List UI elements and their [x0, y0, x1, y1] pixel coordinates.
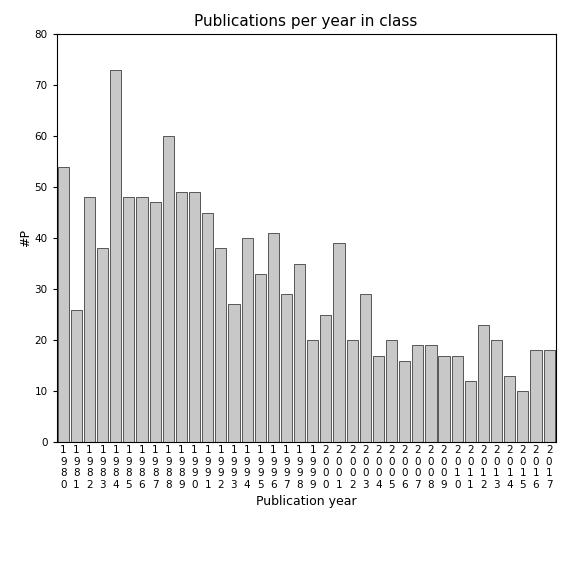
Bar [359, 294, 371, 442]
Bar [150, 202, 161, 442]
Bar [294, 264, 305, 442]
Bar [399, 361, 411, 442]
Bar [215, 248, 226, 442]
Title: Publications per year in class: Publications per year in class [194, 14, 418, 29]
Bar [478, 325, 489, 442]
Bar [137, 197, 147, 442]
Bar [124, 197, 134, 442]
Bar [268, 233, 279, 442]
Bar [425, 345, 437, 442]
Bar [517, 391, 528, 442]
Bar [84, 197, 95, 442]
Bar [281, 294, 292, 442]
X-axis label: Publication year: Publication year [256, 496, 357, 509]
Bar [504, 376, 515, 442]
Bar [320, 315, 332, 442]
Bar [242, 238, 253, 442]
Bar [97, 248, 108, 442]
Bar [110, 70, 121, 442]
Bar [229, 304, 239, 442]
Bar [58, 167, 69, 442]
Bar [71, 310, 82, 442]
Bar [333, 243, 345, 442]
Bar [438, 356, 450, 442]
Bar [491, 340, 502, 442]
Bar [346, 340, 358, 442]
Bar [530, 350, 541, 442]
Bar [465, 381, 476, 442]
Bar [451, 356, 463, 442]
Bar [386, 340, 397, 442]
Bar [163, 136, 174, 442]
Bar [412, 345, 424, 442]
Bar [373, 356, 384, 442]
Bar [255, 274, 266, 442]
Bar [176, 192, 187, 442]
Y-axis label: #P: #P [19, 229, 32, 247]
Bar [307, 340, 318, 442]
Bar [544, 350, 555, 442]
Bar [189, 192, 200, 442]
Bar [202, 213, 213, 442]
